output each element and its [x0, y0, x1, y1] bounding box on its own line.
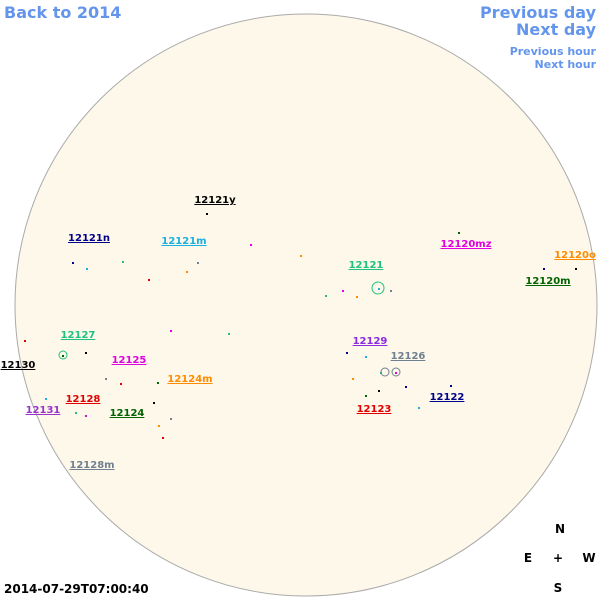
- sunspots: [24, 213, 577, 439]
- sunspot: [342, 290, 344, 292]
- region-label[interactable]: 12124m: [167, 374, 213, 385]
- sunspot: [395, 372, 397, 374]
- timestamp: 2014-07-29T07:00:40: [4, 582, 149, 596]
- region-label[interactable]: 12120m: [525, 276, 571, 287]
- region-label[interactable]: 12121n: [68, 233, 110, 244]
- region-label[interactable]: 12121: [348, 260, 384, 271]
- sunspot: [158, 425, 160, 427]
- sunspot: [122, 261, 124, 263]
- sunspot: [85, 352, 87, 354]
- sunspot: [390, 290, 392, 292]
- sunspot: [157, 382, 159, 384]
- compass-e: E: [523, 551, 533, 565]
- region-label[interactable]: 12121m: [161, 236, 207, 247]
- sunspot: [300, 255, 302, 257]
- sunspot: [85, 415, 87, 417]
- region-label[interactable]: 12124: [109, 408, 145, 419]
- compass-s: S: [553, 581, 563, 595]
- compass-w: W: [582, 551, 596, 565]
- sunspot: [365, 395, 367, 397]
- sunspot: [365, 356, 367, 358]
- compass-n: N: [554, 522, 566, 536]
- sunspot: [75, 412, 77, 414]
- sunspot: [405, 386, 407, 388]
- region-label[interactable]: 12122: [429, 392, 465, 403]
- region-label[interactable]: 12128m: [69, 460, 115, 471]
- sunspot: [24, 340, 26, 342]
- region-label[interactable]: 12127: [60, 330, 96, 341]
- region-label[interactable]: 12125: [111, 355, 147, 366]
- sunspot: [325, 295, 327, 297]
- sunspot: [153, 402, 155, 404]
- sunspot-group: [391, 367, 401, 377]
- sunspot: [148, 279, 150, 281]
- sunspot: [543, 268, 545, 270]
- sunspot: [197, 262, 199, 264]
- region-label[interactable]: 12128: [65, 394, 101, 405]
- sunspot: [250, 244, 252, 246]
- sunspot: [45, 398, 47, 400]
- sunspot: [62, 355, 64, 357]
- sunspot: [162, 437, 164, 439]
- compass-center: +: [552, 551, 564, 565]
- region-label[interactable]: 12129: [352, 336, 388, 347]
- next-day-link[interactable]: Next day: [516, 20, 596, 39]
- region-label[interactable]: 12126: [390, 351, 426, 362]
- sunspot: [458, 232, 460, 234]
- sunspot: [356, 296, 358, 298]
- region-label[interactable]: 12120mz: [440, 239, 492, 250]
- region-label[interactable]: 12120o: [554, 250, 596, 261]
- sunspot: [206, 213, 208, 215]
- sunspot: [378, 390, 380, 392]
- sunspot: [105, 378, 107, 380]
- region-label[interactable]: 12123: [356, 404, 392, 415]
- sunspot: [378, 288, 380, 290]
- sunspot: [170, 418, 172, 420]
- sunspot-group: [371, 281, 385, 295]
- region-label[interactable]: 12121y: [194, 195, 236, 206]
- back-link[interactable]: Back to 2014: [4, 3, 122, 22]
- sunspot: [418, 407, 420, 409]
- sunspot: [346, 352, 348, 354]
- previous-day-link[interactable]: Previous day: [479, 3, 596, 22]
- solar-disk: [14, 13, 598, 597]
- region-label[interactable]: 12130: [0, 360, 36, 371]
- sunspot: [575, 268, 577, 270]
- sunspot-group: [58, 350, 68, 360]
- sunspot: [186, 271, 188, 273]
- sunspot: [352, 378, 354, 380]
- sunspot: [450, 385, 452, 387]
- sunspot: [86, 268, 88, 270]
- sunspot: [120, 383, 122, 385]
- region-label[interactable]: 12131: [25, 405, 61, 416]
- sunspot: [72, 262, 74, 264]
- previous-hour-link[interactable]: Previous hour: [509, 45, 596, 58]
- sunspot: [170, 330, 172, 332]
- sunspot-group: [380, 367, 390, 377]
- next-hour-link[interactable]: Next hour: [534, 58, 597, 71]
- sunspot: [228, 333, 230, 335]
